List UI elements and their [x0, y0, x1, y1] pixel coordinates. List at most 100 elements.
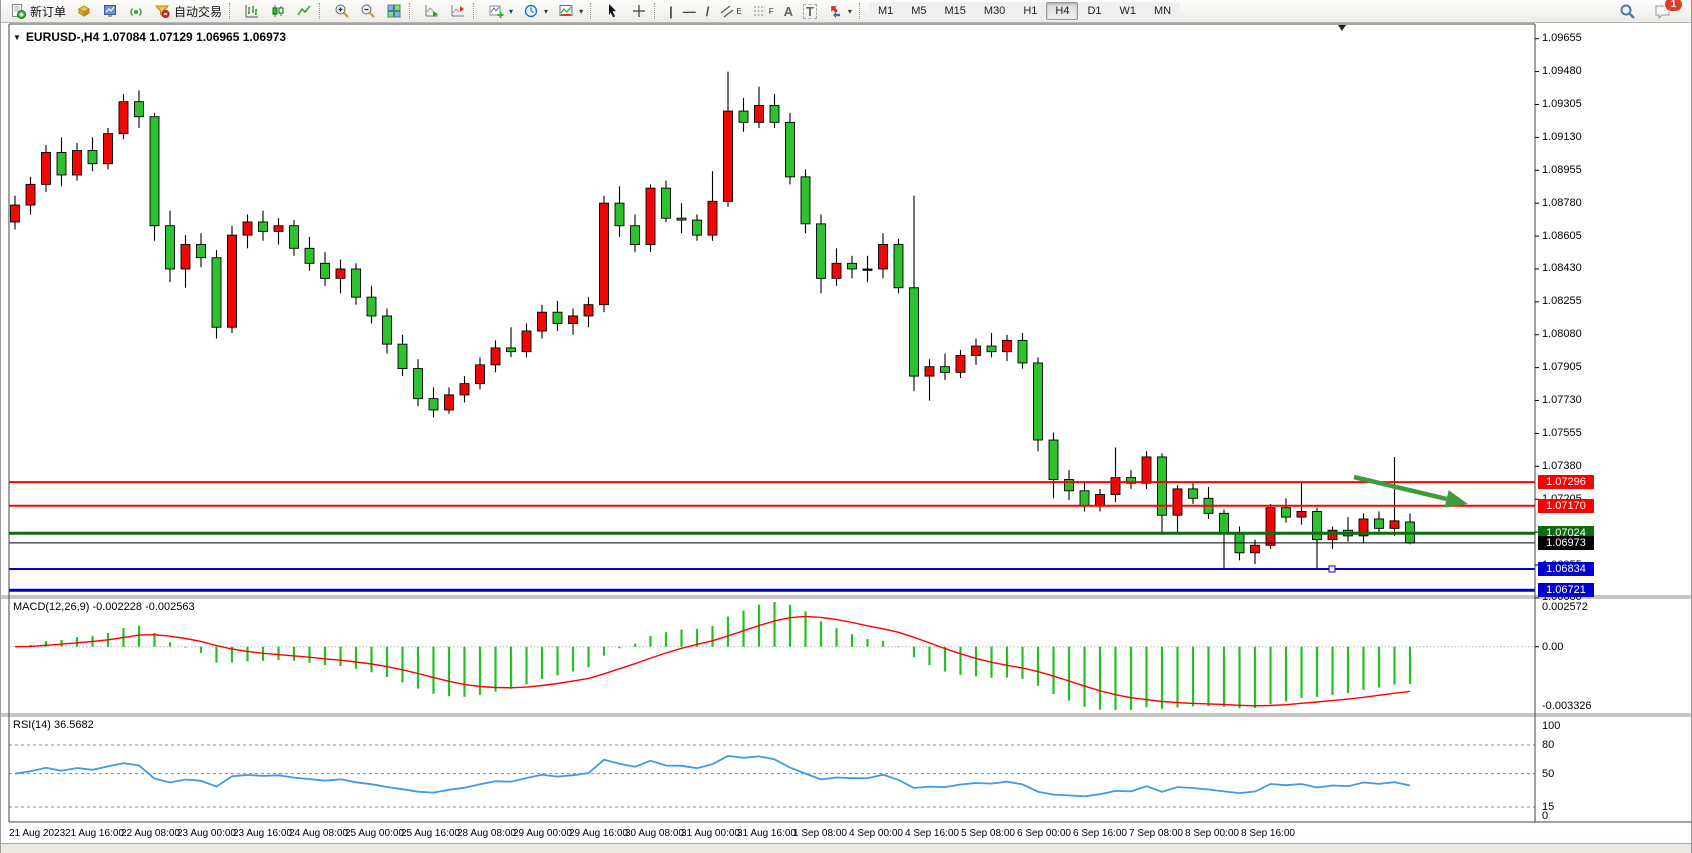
date-label: 8 Sep 00:00 [1185, 828, 1239, 839]
zoom-out-button[interactable] [355, 1, 381, 21]
cursor-button[interactable] [600, 1, 626, 21]
trendline-button[interactable]: / [701, 1, 715, 21]
macd-signal-line [14, 615, 1411, 707]
timeframe-button-m30[interactable]: M30 [974, 2, 1015, 20]
candle-body [56, 151, 67, 176]
bar-chart-icon [245, 5, 259, 18]
candle-body [180, 244, 191, 270]
candle-body [769, 104, 780, 123]
vertical-line-icon: | [669, 3, 673, 19]
toolbar-separator [229, 3, 237, 19]
timeframe-button-h4[interactable]: H4 [1046, 2, 1079, 20]
hline-selection-handle[interactable] [1328, 565, 1336, 573]
candle-body [1110, 477, 1121, 495]
candle-body [909, 287, 919, 377]
candle-body [444, 394, 454, 411]
trendline-icon: / [705, 3, 710, 19]
price-tick-label: 1.09305 [1542, 97, 1582, 110]
date-label: 29 Aug 00:00 [513, 828, 572, 839]
line-chart-button[interactable] [291, 1, 317, 21]
horizontal-line-button[interactable]: — [678, 1, 701, 21]
timeframe-toolbar: M1 M5 M15 M30 H1 H4 D1 W1 MN [868, 2, 1181, 20]
candle-body [72, 150, 82, 176]
candle-body [800, 176, 811, 225]
vertical-line-button[interactable]: | [664, 1, 678, 21]
zoom-in-button[interactable] [329, 1, 355, 21]
text-tool-button[interactable]: A [779, 1, 798, 21]
candle-body [1172, 488, 1183, 516]
candle-body [1033, 362, 1043, 441]
quotes-button[interactable] [71, 1, 97, 21]
timeframe-button-m1[interactable]: M1 [868, 2, 903, 20]
price-tick-label: 1.08080 [1542, 328, 1582, 341]
arrows-tool-button[interactable]: ▾ [822, 1, 857, 21]
timeframe-button-m5[interactable]: M5 [902, 2, 936, 20]
one-click-trading-arrow-icon[interactable]: ▼ [13, 32, 21, 42]
tile-windows-button[interactable] [381, 1, 407, 21]
candle-body [847, 262, 857, 270]
rsi-scale-label: 15 [1542, 801, 1555, 813]
market-watch-icon [104, 5, 117, 17]
candle-body [583, 304, 594, 317]
templates-button[interactable]: ▾ [553, 1, 588, 21]
chart-canvas[interactable] [1, 23, 1692, 853]
candlestick-chart-button[interactable] [265, 1, 291, 21]
date-label: 5 Sep 08:00 [961, 828, 1015, 839]
search-button[interactable] [1614, 1, 1641, 21]
date-label: 7 Sep 08:00 [1129, 828, 1183, 839]
timeframe-button-m15[interactable]: M15 [935, 2, 975, 20]
timeframe-button-mn[interactable]: MN [1145, 2, 1181, 20]
candle-body [87, 150, 98, 165]
fibonacci-button[interactable]: F [747, 1, 779, 21]
candle-body [242, 221, 253, 236]
candle-body [707, 200, 718, 236]
equidistant-channel-button[interactable]: E [714, 1, 746, 21]
date-label: 31 Aug 00:00 [681, 828, 740, 839]
new-order-button[interactable]: 新订单 [5, 1, 71, 21]
signals-button[interactable] [123, 1, 149, 21]
trend-arrow-head [1444, 490, 1468, 508]
toolbar-separator [319, 3, 327, 19]
date-label: 28 Aug 08:00 [457, 828, 516, 839]
price-tick-label: 1.09480 [1542, 65, 1582, 78]
candle-body [1389, 520, 1400, 529]
candle-body [1079, 490, 1090, 507]
zoom-in-icon [335, 4, 349, 18]
chevron-down-icon: ▾ [509, 6, 514, 16]
macd-label: MACD(12,26,9) -0.002228 -0.002563 [13, 601, 195, 613]
auto-scroll-button[interactable] [419, 1, 445, 21]
candle-body [10, 204, 20, 223]
timeframe-button-d1[interactable]: D1 [1078, 2, 1111, 20]
crosshair-button[interactable] [626, 1, 652, 21]
periods-button[interactable]: ▾ [518, 1, 553, 21]
candle-body [878, 244, 888, 270]
candle-body [738, 110, 749, 123]
candle-body [816, 223, 826, 279]
price-level-box: 1.06973 [1538, 535, 1594, 550]
timeframe-button-h1[interactable]: H1 [1014, 2, 1047, 20]
candle-body [320, 262, 330, 279]
auto-trading-button[interactable]: 自动交易 [149, 1, 227, 21]
chat-button[interactable]: 1 [1649, 0, 1683, 21]
timeframe-button-w1[interactable]: W1 [1110, 2, 1145, 20]
price-tick-label: 1.08780 [1542, 196, 1582, 209]
bar-chart-button[interactable] [239, 1, 265, 21]
candle-body [459, 383, 470, 396]
candle-body [149, 116, 160, 227]
date-label: 4 Sep 16:00 [905, 828, 959, 839]
trend-arrow-line[interactable] [1353, 474, 1448, 502]
candle-body [506, 347, 516, 353]
date-label: 21 Aug 2023 [9, 828, 66, 839]
candle-body [1312, 510, 1322, 541]
candle-body [1358, 518, 1369, 537]
indicators-button[interactable]: ▾ [483, 1, 518, 21]
market-watch-button[interactable] [97, 1, 123, 21]
chart-shift-button[interactable] [445, 1, 471, 21]
candle-body [940, 366, 950, 373]
candle-body [1219, 512, 1229, 535]
date-label: 31 Aug 16:00 [737, 828, 796, 839]
candle-body [599, 202, 609, 306]
price-level-box: 1.06721 [1538, 583, 1594, 598]
chart-shift-marker-icon[interactable] [1338, 25, 1346, 31]
text-label-button[interactable]: T [798, 1, 822, 21]
